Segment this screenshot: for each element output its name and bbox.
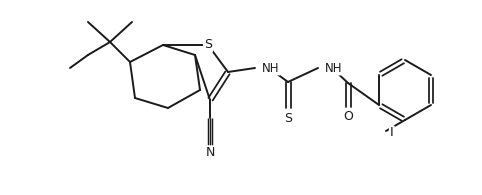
Text: O: O	[343, 111, 353, 123]
Text: S: S	[204, 38, 212, 51]
Text: S: S	[284, 112, 292, 124]
Text: NH: NH	[325, 61, 343, 74]
Text: NH: NH	[262, 61, 280, 74]
Text: N: N	[205, 146, 214, 160]
Text: I: I	[390, 127, 394, 139]
